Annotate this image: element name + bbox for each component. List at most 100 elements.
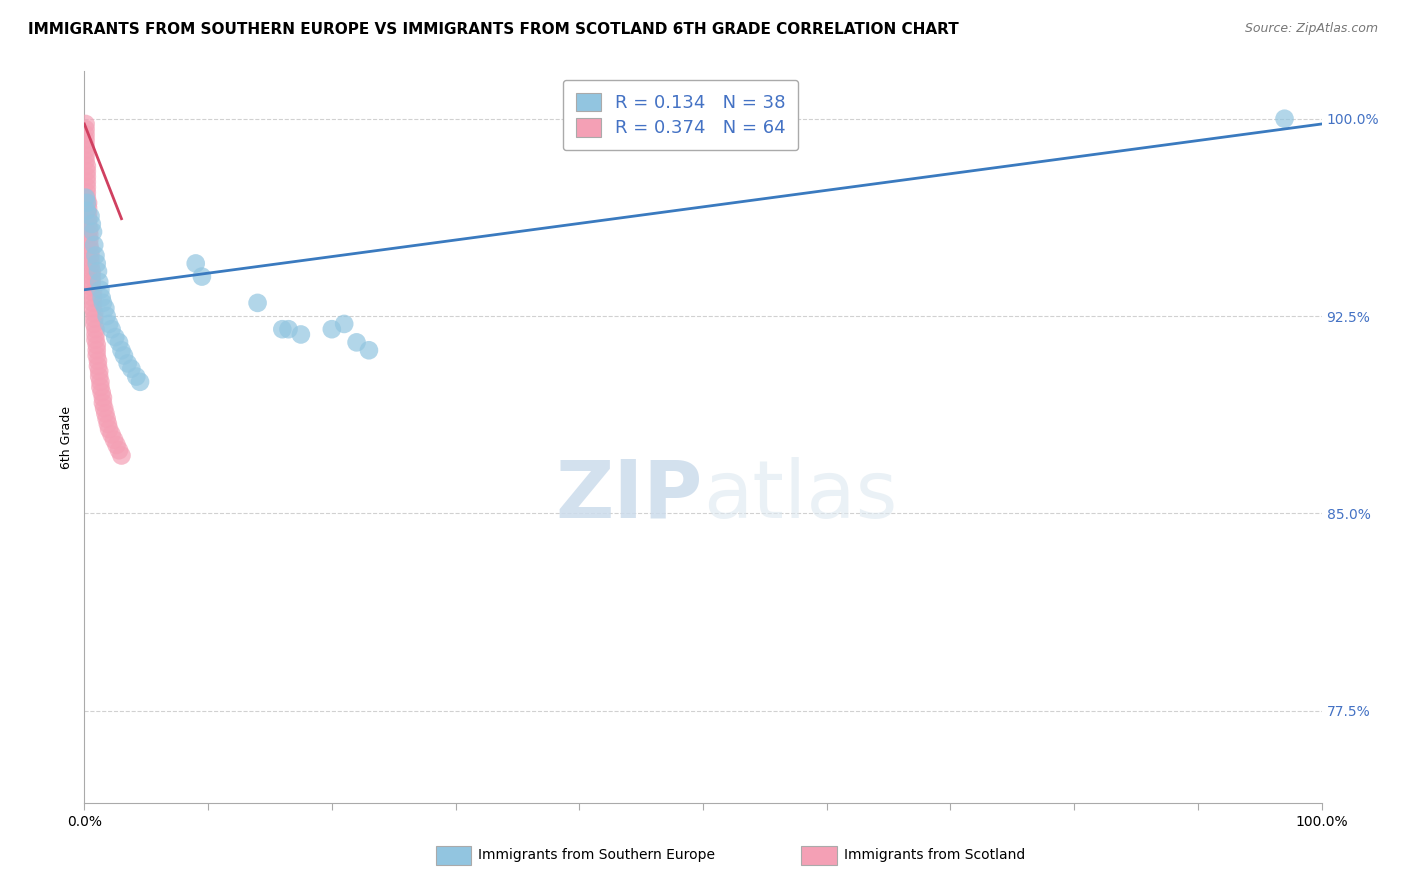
Point	[191, 269, 214, 284]
Point	[75, 133, 97, 147]
Point	[79, 227, 101, 242]
Point	[79, 222, 101, 236]
Point	[80, 264, 103, 278]
Point	[76, 159, 98, 173]
Point	[76, 175, 98, 189]
Point	[77, 217, 100, 231]
Point	[87, 359, 110, 373]
Point	[98, 422, 121, 436]
Point	[82, 291, 104, 305]
Point	[79, 238, 101, 252]
Point	[89, 380, 111, 394]
Text: Immigrants from Scotland: Immigrants from Scotland	[844, 848, 1025, 863]
Point	[82, 301, 104, 315]
Point	[75, 191, 97, 205]
Point	[89, 275, 111, 289]
Point	[110, 343, 132, 358]
Point	[77, 201, 100, 215]
Point	[94, 301, 117, 315]
Point	[75, 138, 97, 153]
Point	[80, 275, 103, 289]
Point	[75, 117, 97, 131]
Point	[246, 296, 269, 310]
Point	[108, 335, 131, 350]
Point	[333, 317, 356, 331]
Point	[79, 244, 101, 258]
Point	[79, 253, 101, 268]
Point	[93, 401, 115, 416]
Point	[82, 225, 104, 239]
Point	[87, 264, 110, 278]
Point	[125, 369, 148, 384]
Point	[357, 343, 380, 358]
Point	[75, 128, 97, 142]
Text: Source: ZipAtlas.com: Source: ZipAtlas.com	[1244, 22, 1378, 36]
Point	[98, 317, 121, 331]
Point	[83, 311, 105, 326]
Point	[82, 296, 104, 310]
Point	[271, 322, 294, 336]
Point	[112, 349, 135, 363]
Point	[80, 269, 103, 284]
Point	[91, 296, 114, 310]
Point	[96, 411, 118, 425]
Point	[84, 248, 107, 262]
Point	[86, 256, 108, 270]
Point	[80, 217, 103, 231]
Point	[89, 369, 111, 384]
Point	[77, 206, 100, 220]
Point	[94, 406, 117, 420]
Point	[110, 449, 132, 463]
Point	[86, 343, 108, 358]
Point	[79, 248, 101, 262]
Y-axis label: 6th Grade: 6th Grade	[60, 406, 73, 468]
Point	[184, 256, 207, 270]
Point	[117, 356, 139, 370]
Point	[321, 322, 343, 336]
Text: Immigrants from Southern Europe: Immigrants from Southern Europe	[478, 848, 716, 863]
Point	[79, 233, 101, 247]
Point	[91, 396, 114, 410]
Point	[86, 338, 108, 352]
Legend: R = 0.134   N = 38, R = 0.374   N = 64: R = 0.134 N = 38, R = 0.374 N = 64	[562, 79, 799, 151]
Point	[76, 186, 98, 200]
Point	[84, 333, 107, 347]
Point	[75, 122, 97, 136]
Point	[83, 238, 105, 252]
Point	[346, 335, 368, 350]
Point	[290, 327, 312, 342]
Point	[104, 330, 127, 344]
Point	[77, 195, 100, 210]
Point	[83, 317, 105, 331]
Point	[84, 322, 107, 336]
Point	[76, 195, 98, 210]
Point	[108, 443, 131, 458]
Text: atlas: atlas	[703, 457, 897, 534]
Point	[90, 291, 112, 305]
Point	[277, 322, 299, 336]
Point	[97, 417, 120, 431]
Point	[79, 209, 101, 223]
Point	[90, 385, 112, 400]
Point	[77, 211, 100, 226]
Point	[76, 169, 98, 184]
Point	[89, 375, 111, 389]
Point	[129, 375, 152, 389]
Point	[80, 280, 103, 294]
Point	[75, 148, 97, 162]
Text: ZIP: ZIP	[555, 457, 703, 534]
Point	[75, 153, 97, 168]
Point	[75, 143, 97, 157]
Point	[86, 349, 108, 363]
Point	[89, 283, 111, 297]
Point	[76, 164, 98, 178]
Point	[103, 433, 125, 447]
Text: IMMIGRANTS FROM SOUTHERN EUROPE VS IMMIGRANTS FROM SCOTLAND 6TH GRADE CORRELATIO: IMMIGRANTS FROM SOUTHERN EUROPE VS IMMIG…	[28, 22, 959, 37]
Point	[76, 180, 98, 194]
Point	[84, 327, 107, 342]
Point	[105, 438, 128, 452]
Point	[100, 427, 122, 442]
Point	[100, 322, 122, 336]
Point	[82, 285, 104, 300]
Point	[96, 309, 118, 323]
